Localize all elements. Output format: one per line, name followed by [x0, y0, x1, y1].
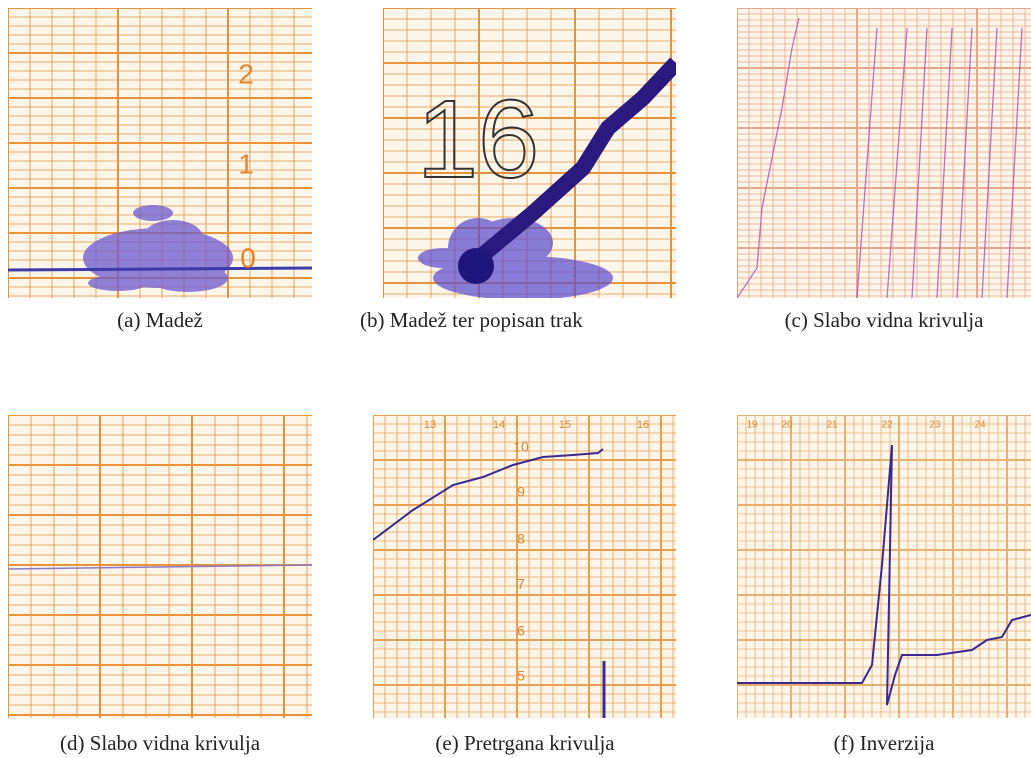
- caption: (d) Slabo vidna krivulja: [8, 728, 312, 758]
- paper-label: 8: [517, 531, 525, 547]
- caption: (b) Madež ter popisan trak: [360, 305, 690, 335]
- caption: (e) Pretrgana krivulja: [360, 728, 690, 758]
- paper-label: 1: [238, 148, 254, 179]
- curve: [373, 449, 603, 540]
- paper-label: 9: [517, 484, 525, 500]
- panel-c: [737, 8, 1031, 298]
- caption: (f) Inverzija: [737, 728, 1031, 758]
- panel-f: 19 20 21 22 23 24: [737, 415, 1031, 718]
- paper-label: 19: [746, 420, 758, 431]
- curve: [8, 268, 312, 270]
- paper-label: 0: [240, 242, 256, 273]
- paper-label: 16: [637, 419, 649, 431]
- paper-label: 24: [974, 420, 986, 431]
- handwriting: 16: [417, 78, 539, 201]
- curve: [737, 445, 1031, 705]
- paper-label: 23: [929, 420, 941, 431]
- image: 2 1 0: [8, 8, 312, 298]
- paper-label: 22: [881, 420, 893, 431]
- paper-label: 2: [238, 58, 254, 89]
- paper-label: 5: [517, 668, 525, 684]
- chart-paper-grid: [737, 415, 1031, 718]
- chart-paper-grid: [737, 8, 1031, 298]
- image: [8, 415, 312, 718]
- image: 13 14 15 16 10 9 8 7 6 5: [373, 415, 676, 718]
- paper-label: 14: [493, 419, 505, 431]
- image: [737, 8, 1031, 298]
- caption: (a) Madež: [8, 305, 312, 335]
- paper-label: 20: [781, 420, 793, 431]
- paper-label: 6: [517, 623, 525, 639]
- panel-e: 13 14 15 16 10 9 8 7 6 5: [373, 415, 676, 718]
- paper-label: 7: [517, 576, 525, 592]
- panel-d: [8, 415, 312, 718]
- paper-label: 13: [424, 419, 436, 431]
- paper-label: 21: [826, 420, 838, 431]
- image: 19 20 21 22 23 24: [737, 415, 1031, 718]
- panel-b: 16: [383, 8, 676, 298]
- ink-stain: [83, 205, 233, 292]
- paper-label: 15: [559, 419, 571, 431]
- paper-label: 10: [513, 439, 529, 455]
- panel-a: 2 1 0: [8, 8, 312, 298]
- figure: 210 16 131415161098765: [0, 0, 1031, 758]
- ink-dot: [458, 248, 494, 284]
- image: 16: [383, 8, 676, 298]
- caption: (c) Slabo vidna krivulja: [737, 305, 1031, 335]
